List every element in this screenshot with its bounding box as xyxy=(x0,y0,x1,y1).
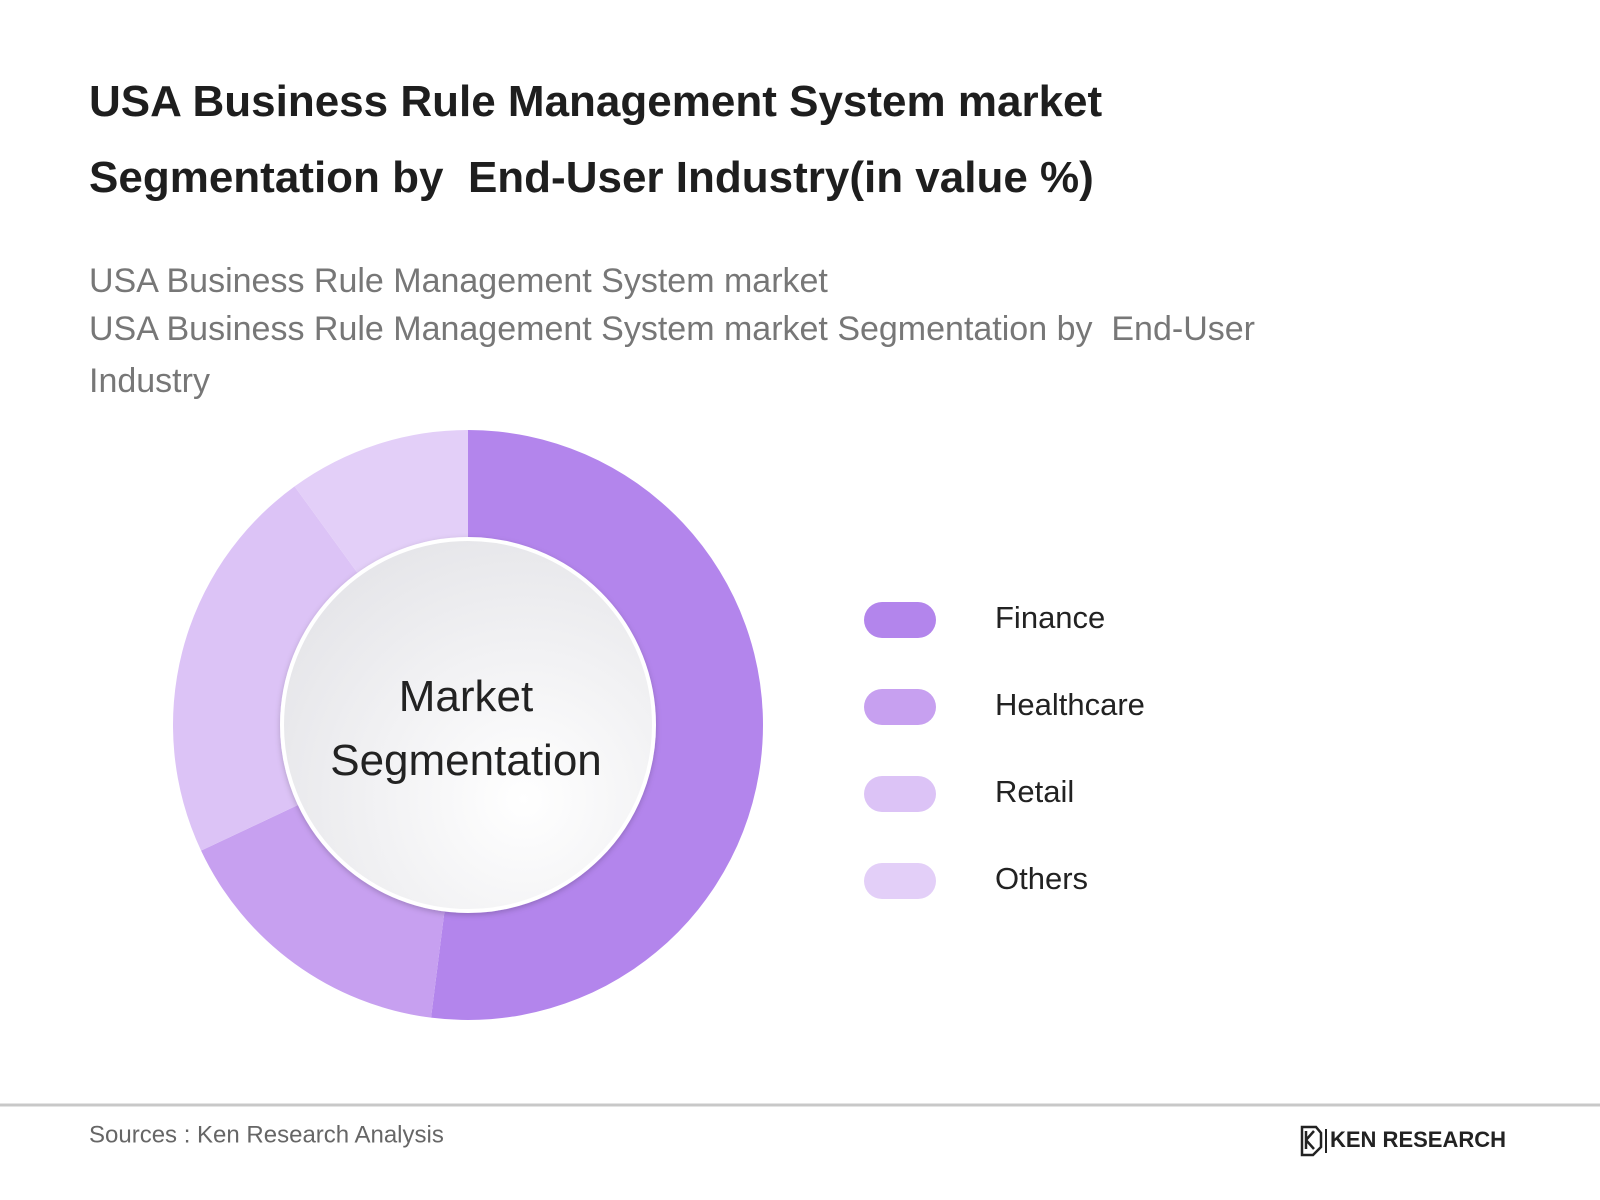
donut-slice xyxy=(173,486,363,851)
legend-swatch xyxy=(864,776,936,812)
center-label: Market Segmentation xyxy=(330,672,602,785)
donut-slice xyxy=(201,801,446,1018)
legend-label: Others xyxy=(995,861,1088,896)
legend-label: Retail xyxy=(995,774,1074,809)
donut-slice xyxy=(294,430,468,580)
legend-label: Finance xyxy=(995,600,1105,635)
brand-logo: KEN RESEARCH xyxy=(1300,1125,1506,1157)
brand: KEN RESEARCH xyxy=(1330,1127,1506,1152)
donut-hole xyxy=(280,537,656,913)
legend-swatch xyxy=(864,689,936,725)
donut-slice xyxy=(431,430,763,1020)
subtitle: USA Business Rule Management System mark… xyxy=(89,310,1265,400)
legend-label: Healthcare xyxy=(995,687,1145,722)
subtitle: USA Business Rule Management System mark… xyxy=(89,262,828,300)
source: Sources : Ken Research Analysis xyxy=(89,1121,444,1148)
chart-title: USA Business Rule Management System mark… xyxy=(89,77,1115,202)
legend-swatch xyxy=(864,863,936,899)
legend-swatch xyxy=(864,602,936,638)
